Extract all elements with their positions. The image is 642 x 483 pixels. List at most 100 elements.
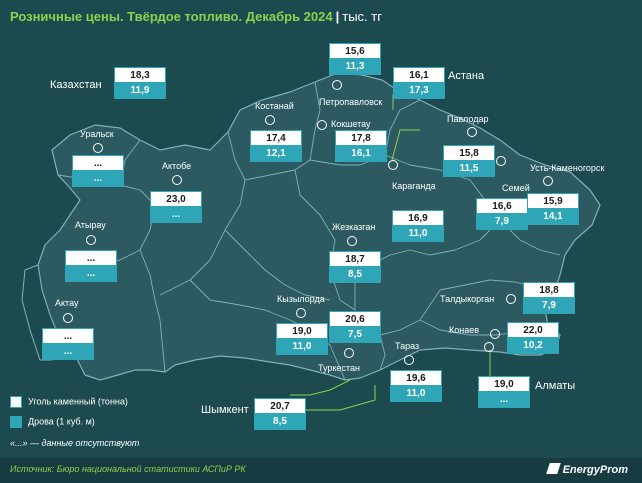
legend-wood-swatch bbox=[10, 416, 22, 428]
region-box-kyzylorda: 19,0 11,0 bbox=[276, 323, 328, 355]
city-marker-almaty bbox=[484, 342, 494, 352]
pavlodar-coal-value: 15,8 bbox=[443, 145, 495, 161]
uralsk-coal-value: ... bbox=[72, 155, 124, 171]
city-label-ust-kamenogorsk: Усть-Каменогорск bbox=[530, 163, 605, 173]
taldykorgan-coal-value: 18,8 bbox=[523, 282, 575, 298]
city-label-atyrau: Атырау bbox=[75, 220, 106, 230]
taldykorgan-wood-value: 7,9 bbox=[523, 298, 575, 314]
region-box-taldykorgan: 18,8 7,9 bbox=[523, 282, 575, 314]
almaty-coal-value: 19,0 bbox=[478, 376, 530, 392]
city-marker-ust-kamenogorsk bbox=[543, 176, 553, 186]
turkestan-wood-value: 7,5 bbox=[329, 327, 381, 343]
energyprom-logo-icon bbox=[545, 463, 561, 474]
page-title: Розничные цены. Твёрдое топливо. Декабрь… bbox=[10, 9, 382, 24]
region-box-semey: 16,6 7,9 bbox=[476, 198, 528, 230]
semey-wood-value: 7,9 bbox=[476, 214, 528, 230]
city-label-kokshetau: Кокшетау bbox=[331, 119, 371, 129]
region-box-aktau: ... ... bbox=[42, 328, 94, 360]
city-label-uralsk: Уральск bbox=[80, 129, 114, 139]
footer: Источник: Бюро национальной статистики А… bbox=[0, 458, 642, 483]
region-box-ust-kamenogorsk: 15,9 14,1 bbox=[527, 193, 579, 225]
uralsk-wood-value: ... bbox=[72, 171, 124, 187]
konaev-wood-value: 10,2 bbox=[507, 338, 559, 354]
region-box-taraz: 19,6 11,0 bbox=[390, 370, 442, 402]
region-box-shymkent: 20,7 8,5 bbox=[254, 398, 306, 430]
ust-kamenogorsk-coal-value: 15,9 bbox=[527, 193, 579, 209]
country-label: Казахстан bbox=[50, 79, 102, 91]
brand-logo: EnergyProm bbox=[545, 463, 628, 476]
kyzylorda-wood-value: 11,0 bbox=[276, 339, 328, 355]
legend-wood-label: Дрова (1 куб. м) bbox=[28, 416, 95, 427]
zhezkazgan-wood-value: 8,5 bbox=[329, 267, 381, 283]
city-label-konaev: Конаев bbox=[449, 325, 480, 335]
konaev-coal-value: 22,0 bbox=[507, 322, 559, 338]
city-marker-astana bbox=[388, 160, 398, 170]
region-box-uralsk: ... ... bbox=[72, 155, 124, 187]
city-marker-zhezkazgan bbox=[347, 236, 357, 246]
pavlodar-wood-value: 11,5 bbox=[443, 161, 495, 177]
kokshetau-coal-value: 17,8 bbox=[335, 130, 387, 146]
city-marker-aktau bbox=[63, 313, 73, 323]
atyrau-coal-value: ... bbox=[65, 250, 117, 266]
city-label-aktobe: Актобе bbox=[162, 161, 192, 171]
region-box-karaganda: 16,9 11,0 bbox=[392, 210, 444, 242]
city-label-taraz: Тараз bbox=[395, 341, 420, 351]
city-marker-turkestan bbox=[344, 348, 354, 358]
city-marker-aktobe bbox=[172, 175, 182, 185]
zhezkazgan-coal-value: 18,7 bbox=[329, 251, 381, 267]
city-marker-taraz bbox=[404, 355, 414, 365]
city-label-shymkent: Шымкент bbox=[201, 404, 249, 416]
aktobe-wood-value: ... bbox=[150, 207, 202, 223]
country-value-box: 18,3 11,9 bbox=[114, 67, 166, 99]
country-wood-value: 11,9 bbox=[114, 83, 166, 99]
title-separator: | bbox=[335, 9, 340, 24]
city-marker-kyzylorda bbox=[296, 308, 306, 318]
kostanay-coal-value: 17,4 bbox=[250, 130, 302, 146]
legend-coal: Уголь каменный (тонна) bbox=[10, 396, 128, 408]
region-box-almaty: 19,0 ... bbox=[478, 376, 530, 408]
country-coal-value: 18,3 bbox=[114, 67, 166, 83]
city-label-kyzylorda: Кызылорда bbox=[277, 294, 325, 304]
legend-coal-swatch bbox=[10, 396, 22, 408]
region-box-zhezkazgan: 18,7 8,5 bbox=[329, 251, 381, 283]
city-label-zhezkazgan: Жезказган bbox=[332, 222, 376, 232]
shymkent-wood-value: 8,5 bbox=[254, 414, 306, 430]
city-marker-pavlodar bbox=[467, 127, 477, 137]
title-main: Розничные цены. Твёрдое топливо. Декабрь… bbox=[10, 9, 333, 24]
city-marker-taldykorgan bbox=[506, 294, 516, 304]
city-label-karaganda: Караганда bbox=[392, 181, 436, 191]
city-label-semey: Семей bbox=[502, 183, 530, 193]
source-text: Источник: Бюро национальной статистики А… bbox=[10, 464, 246, 474]
karaganda-coal-value: 16,9 bbox=[392, 210, 444, 226]
legend-coal-label: Уголь каменный (тонна) bbox=[28, 396, 128, 407]
city-label-aktau: Актау bbox=[55, 298, 79, 308]
astana-wood-value: 17,3 bbox=[393, 83, 445, 99]
region-box-pavlodar: 15,8 11,5 bbox=[443, 145, 495, 177]
region-box-petropavlovsk: 15,6 11,3 bbox=[329, 43, 381, 75]
city-marker-petropavlovsk bbox=[332, 80, 342, 90]
aktau-wood-value: ... bbox=[42, 344, 94, 360]
kokshetau-wood-value: 16,1 bbox=[335, 146, 387, 162]
petropavlovsk-wood-value: 11,3 bbox=[329, 59, 381, 75]
karaganda-wood-value: 11,0 bbox=[392, 226, 444, 242]
aktau-coal-value: ... bbox=[42, 328, 94, 344]
kostanay-wood-value: 12,1 bbox=[250, 146, 302, 162]
region-box-turkestan: 20,6 7,5 bbox=[329, 311, 381, 343]
region-box-aktobe: 23,0 ... bbox=[150, 191, 202, 223]
city-marker-kokshetau bbox=[317, 120, 327, 130]
city-label-petropavlovsk: Петропавловск bbox=[319, 97, 383, 107]
city-label-turkestan: Туркестан bbox=[318, 363, 360, 373]
aktobe-coal-value: 23,0 bbox=[150, 191, 202, 207]
title-unit: тыс. тг bbox=[342, 9, 382, 24]
turkestan-coal-value: 20,6 bbox=[329, 311, 381, 327]
atyrau-wood-value: ... bbox=[65, 266, 117, 282]
kyzylorda-coal-value: 19,0 bbox=[276, 323, 328, 339]
city-label-astana: Астана bbox=[448, 70, 485, 82]
region-box-kostanay: 17,4 12,1 bbox=[250, 130, 302, 162]
astana-coal-value: 16,1 bbox=[393, 67, 445, 83]
region-box-atyrau: ... ... bbox=[65, 250, 117, 282]
petropavlovsk-coal-value: 15,6 bbox=[329, 43, 381, 59]
city-marker-semey bbox=[496, 156, 506, 166]
